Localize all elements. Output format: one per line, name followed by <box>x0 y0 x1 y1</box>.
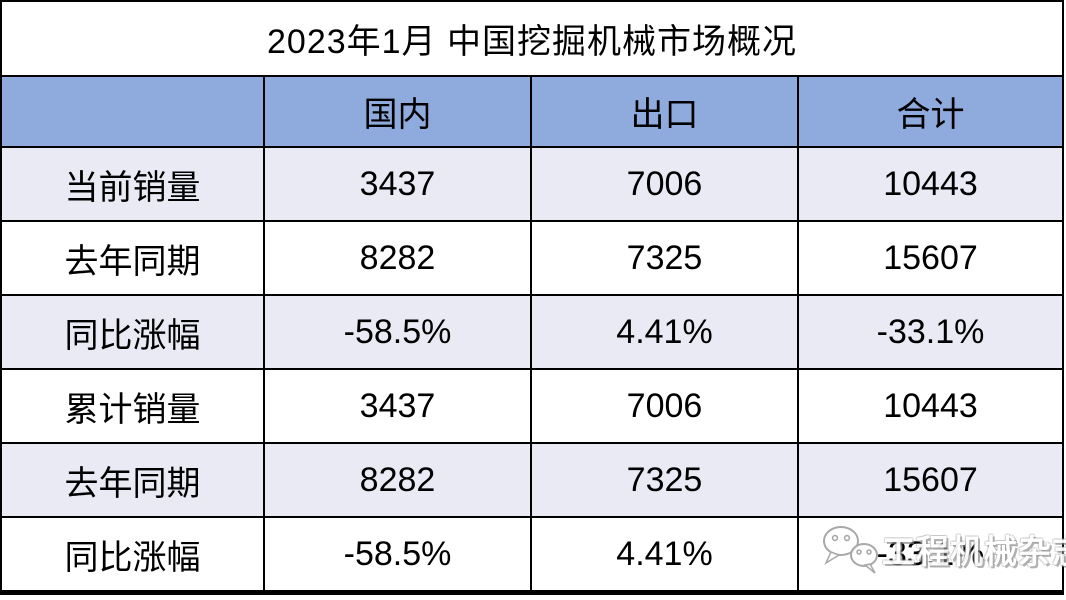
table-row-cumulative-last-year: 去年同期 8282 7325 15607 <box>0 442 1064 518</box>
cell-value: 7006 <box>530 146 799 222</box>
title-row: 2023年1月 中国挖掘机械市场概况 <box>0 0 1064 77</box>
cell-value: 4.41% <box>530 294 799 370</box>
cell-value: 3437 <box>263 368 532 444</box>
table-row-cumulative-yoy-change: 同比涨幅 -58.5% 4.41% -33.1% <box>0 516 1064 595</box>
cell-value: 15607 <box>797 442 1064 518</box>
cell-value: 7325 <box>530 220 799 296</box>
column-header-export: 出口 <box>530 75 799 148</box>
row-label: 当前销量 <box>0 146 265 222</box>
cell-value: 8282 <box>263 220 532 296</box>
row-label: 同比涨幅 <box>0 516 265 595</box>
table-row-cumulative-sales: 累计销量 3437 7006 10443 <box>0 368 1064 444</box>
cell-value: 7006 <box>530 368 799 444</box>
column-header-empty <box>0 75 265 148</box>
row-label: 累计销量 <box>0 368 265 444</box>
cell-value: 15607 <box>797 220 1064 296</box>
row-label: 去年同期 <box>0 220 265 296</box>
cell-value: -58.5% <box>263 294 532 370</box>
cell-value: 10443 <box>797 146 1064 222</box>
cell-value: 4.41% <box>530 516 799 595</box>
column-header-domestic: 国内 <box>263 75 532 148</box>
cell-value: -33.1% <box>797 516 1064 595</box>
row-label: 同比涨幅 <box>0 294 265 370</box>
cell-value: -33.1% <box>797 294 1064 370</box>
table-row-current-sales: 当前销量 3437 7006 10443 <box>0 146 1064 222</box>
table-row-last-year-same-period: 去年同期 8282 7325 15607 <box>0 220 1064 296</box>
column-header-total: 合计 <box>797 75 1064 148</box>
row-label: 去年同期 <box>0 442 265 518</box>
table-row-yoy-change: 同比涨幅 -58.5% 4.41% -33.1% <box>0 294 1064 370</box>
cell-value: 3437 <box>263 146 532 222</box>
cell-value: 8282 <box>263 442 532 518</box>
page-title: 2023年1月 中国挖掘机械市场概况 <box>0 0 1064 77</box>
cell-value: -58.5% <box>263 516 532 595</box>
cell-value: 7325 <box>530 442 799 518</box>
cell-value: 10443 <box>797 368 1064 444</box>
header-row: 国内 出口 合计 <box>0 75 1064 148</box>
